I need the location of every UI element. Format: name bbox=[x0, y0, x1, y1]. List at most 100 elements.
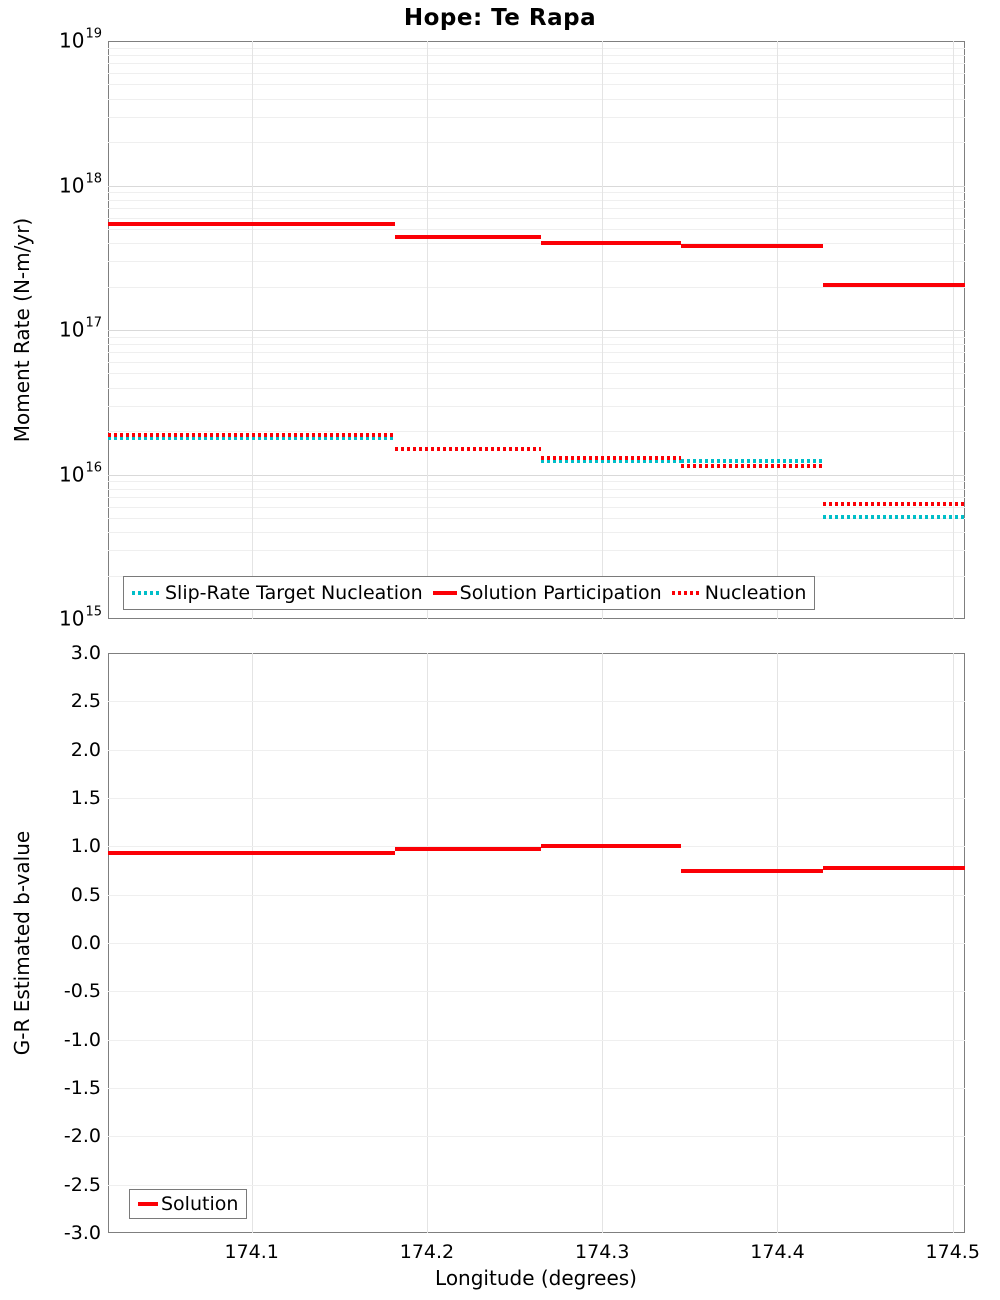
minor-gridline bbox=[108, 431, 965, 432]
vertical-gridline bbox=[777, 41, 779, 619]
moment-rate-series-slip-rate-target-nucleation-segment bbox=[681, 459, 824, 463]
minor-gridline bbox=[108, 47, 965, 49]
moment-rate-series-nucleation-segment bbox=[395, 447, 541, 452]
x-tick-label-174.5: 174.5 bbox=[925, 1241, 980, 1263]
b-value-gridline bbox=[108, 1088, 965, 1089]
b-value-gridline bbox=[108, 798, 965, 799]
y-axis-title-moment-rate: Moment Rate (N-m/yr) bbox=[10, 217, 34, 443]
minor-gridline bbox=[108, 550, 965, 552]
minor-gridline bbox=[108, 387, 965, 389]
y-tick-label-0.0: 0.0 bbox=[70, 932, 101, 954]
y-tick-label--2.5: -2.5 bbox=[63, 1173, 101, 1196]
minor-gridline bbox=[108, 199, 965, 201]
y-tick-label-10e18: 1018 bbox=[59, 171, 102, 198]
b-value-gridline bbox=[108, 846, 965, 848]
minor-gridline bbox=[108, 481, 965, 483]
moment-rate-series-nucleation-segment bbox=[540, 456, 682, 461]
y-tick-label-10e17: 1017 bbox=[59, 315, 102, 342]
minor-gridline bbox=[108, 243, 965, 244]
b-value-gridline bbox=[108, 1136, 965, 1138]
b-value-series-solution-segment bbox=[540, 844, 682, 849]
minor-gridline bbox=[108, 84, 965, 86]
cyan-dotted-line-swatch bbox=[132, 591, 162, 595]
minor-gridline bbox=[108, 73, 965, 75]
moment-rate-series-nucleation-segment bbox=[823, 502, 965, 507]
minor-gridline bbox=[108, 98, 965, 100]
b-value-gridline bbox=[108, 1039, 965, 1041]
minor-gridline bbox=[108, 496, 965, 498]
legend-item-solution-participation: Solution Participation bbox=[432, 582, 662, 604]
minor-gridline bbox=[108, 55, 965, 56]
major-gridline bbox=[108, 185, 965, 187]
red-solid-line-swatch bbox=[432, 591, 457, 595]
y-tick-label-2.0: 2.0 bbox=[70, 738, 101, 761]
minor-gridline bbox=[108, 228, 965, 230]
b-value-gridline bbox=[108, 991, 965, 993]
moment-rate-series-solution-participation-segment bbox=[108, 222, 396, 227]
b-value-series-solution-segment bbox=[681, 868, 824, 873]
vertical-gridline bbox=[602, 41, 604, 619]
legend-label: Solution Participation bbox=[459, 582, 662, 604]
legend-label: Slip-Rate Target Nucleation bbox=[165, 582, 423, 604]
legend-label: Solution bbox=[161, 1193, 239, 1215]
b-value-gridline bbox=[108, 701, 965, 703]
major-gridline bbox=[108, 474, 965, 476]
minor-gridline bbox=[108, 192, 965, 194]
minor-gridline bbox=[108, 517, 965, 519]
x-tick-label-174.2: 174.2 bbox=[399, 1241, 455, 1263]
major-gridline bbox=[108, 330, 965, 331]
minor-gridline bbox=[108, 217, 965, 219]
minor-gridline bbox=[108, 532, 965, 533]
minor-gridline bbox=[108, 352, 965, 354]
y-tick-label-1.5: 1.5 bbox=[70, 787, 101, 809]
y-tick-label--0.5: -0.5 bbox=[63, 980, 101, 1003]
x-axis-title-longitude: Longitude (degrees) bbox=[435, 1266, 637, 1290]
moment-rate-series-solution-participation-segment bbox=[540, 241, 682, 245]
vertical-gridline bbox=[952, 41, 954, 619]
minor-gridline bbox=[108, 261, 965, 263]
moment-rate-series-nucleation-segment bbox=[108, 432, 396, 437]
b-value-series-solution-segment bbox=[823, 865, 965, 870]
minor-gridline bbox=[108, 488, 965, 490]
b-value-gridline bbox=[108, 1184, 965, 1186]
minor-gridline bbox=[108, 336, 965, 338]
y-tick-label--1.5: -1.5 bbox=[63, 1077, 101, 1099]
legend-label: Nucleation bbox=[704, 582, 807, 604]
vertical-gridline bbox=[251, 41, 253, 619]
x-tick-label-174.3: 174.3 bbox=[575, 1241, 630, 1263]
y-tick-label-10e19: 1019 bbox=[59, 26, 102, 53]
y-tick-label-0.5: 0.5 bbox=[70, 883, 101, 906]
moment-rate-series-slip-rate-target-nucleation-segment bbox=[108, 435, 396, 440]
minor-gridline bbox=[108, 207, 965, 209]
moment-rate-series-slip-rate-target-nucleation-segment bbox=[823, 514, 965, 519]
legend-b-value: Solution bbox=[129, 1189, 248, 1219]
b-value-gridline bbox=[108, 894, 965, 896]
moment-rate-series-solution-participation-segment bbox=[395, 235, 541, 240]
y-tick-label--2.0: -2.0 bbox=[63, 1125, 101, 1148]
b-value-series-solution-segment bbox=[108, 851, 396, 856]
minor-gridline bbox=[108, 405, 965, 407]
minor-gridline bbox=[108, 373, 965, 375]
y-tick-label-10e16: 1016 bbox=[59, 460, 102, 487]
x-tick-label-174.1: 174.1 bbox=[224, 1241, 279, 1263]
b-value-series-solution-segment bbox=[395, 847, 541, 852]
y-tick-label-10e15: 1015 bbox=[59, 604, 102, 631]
minor-gridline bbox=[108, 63, 965, 65]
minor-gridline bbox=[108, 142, 965, 143]
legend-moment-rate: Slip-Rate Target Nucleation Solution Par… bbox=[123, 576, 816, 610]
legend-item-slip-rate-target-nucleation: Slip-Rate Target Nucleation bbox=[132, 582, 423, 604]
red-dotted-line-swatch bbox=[671, 591, 702, 595]
vertical-gridline bbox=[426, 41, 428, 619]
minor-gridline bbox=[108, 116, 965, 118]
y-axis-title-b-value: G-R Estimated b-value bbox=[10, 830, 34, 1056]
minor-gridline bbox=[108, 362, 965, 364]
figure-title: Hope: Te Rapa bbox=[403, 5, 597, 31]
moment-rate-series-nucleation-segment bbox=[681, 463, 824, 468]
y-tick-label-1.0: 1.0 bbox=[70, 835, 101, 858]
b-value-gridline bbox=[108, 749, 965, 751]
y-tick-label--3.0: -3.0 bbox=[63, 1222, 101, 1244]
moment-rate-series-solution-participation-segment bbox=[823, 282, 965, 287]
y-tick-label-3.0: 3.0 bbox=[70, 642, 101, 664]
minor-gridline bbox=[108, 286, 965, 288]
